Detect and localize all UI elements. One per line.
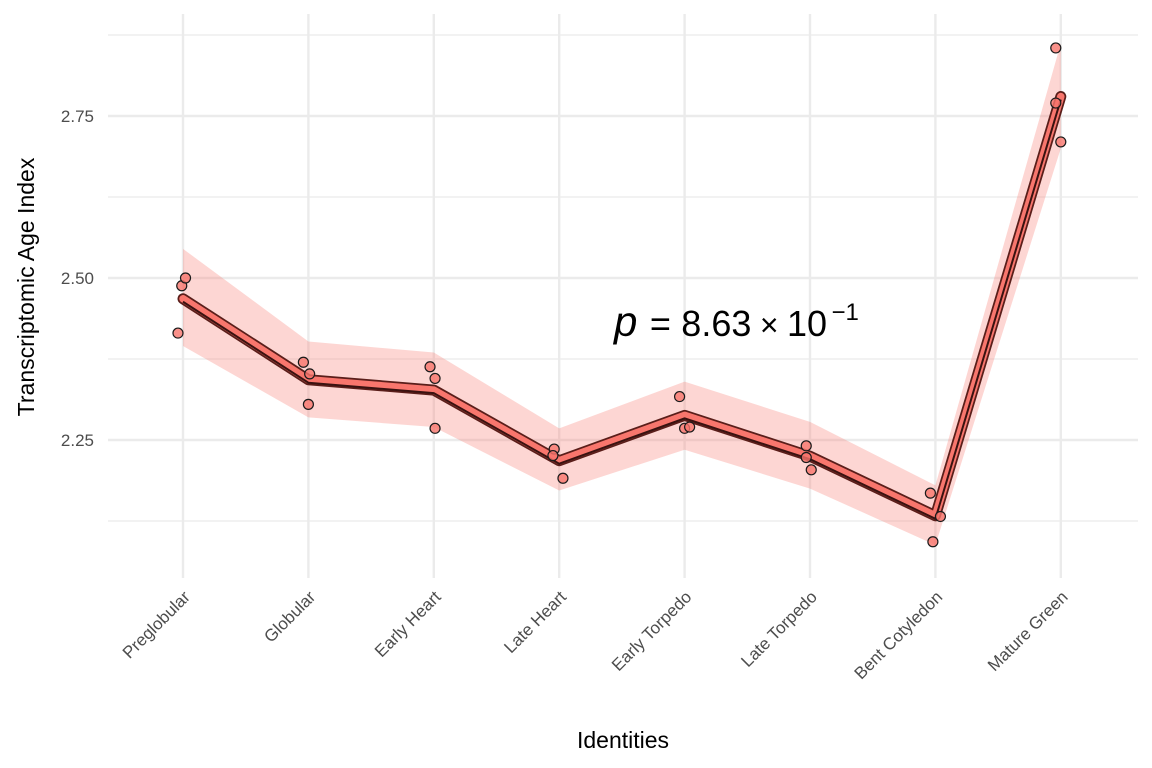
x-tick-label: Early Heart	[371, 587, 445, 661]
p-symbol: p	[612, 298, 637, 345]
data-point	[1055, 136, 1067, 148]
mean-line-band	[179, 92, 1065, 520]
x-tick-label: Mature Green	[984, 587, 1072, 675]
data-point	[424, 361, 436, 373]
p-exponent: −1	[831, 299, 858, 326]
y-tick-label: 2.75	[61, 107, 94, 126]
p-mantissa: 8.63	[681, 303, 751, 344]
data-point	[304, 368, 316, 380]
data-point	[927, 536, 939, 548]
times-sign: ×	[760, 307, 779, 343]
data-point	[302, 398, 314, 410]
confidence-ribbon	[183, 43, 1061, 545]
data-point	[179, 272, 192, 284]
data-point	[557, 472, 569, 484]
data-point	[800, 440, 812, 452]
x-tick-labels: Preglobular Globular Early Heart Late Heart…	[119, 587, 1072, 683]
data-point	[924, 487, 936, 499]
p-base: 10	[787, 303, 827, 344]
data-point	[1050, 97, 1062, 109]
mean-line	[182, 99, 1062, 520]
x-tick-label: Late Torpedo	[737, 587, 820, 670]
p-value-annotation: p = 8.63 × 10 −1	[612, 298, 859, 345]
data-point	[934, 510, 947, 523]
data-point	[805, 464, 817, 476]
y-tick-labels: 2.25 2.50 2.75	[61, 107, 94, 450]
data-point	[429, 422, 441, 434]
data-point	[684, 421, 696, 433]
x-tick-label: Preglobular	[119, 587, 194, 662]
data-point	[673, 390, 686, 403]
major-gridlines	[108, 14, 1138, 578]
y-tick-label: 2.25	[61, 431, 94, 450]
data-point	[800, 451, 812, 464]
x-tick-label: Early Torpedo	[608, 587, 695, 674]
equals-sign: =	[650, 303, 671, 344]
y-axis-title: Transcriptomic Age Index	[13, 157, 39, 416]
y-tick-label: 2.50	[61, 269, 94, 288]
x-tick-label: Bent Cotyledon	[851, 587, 947, 683]
data-point	[297, 356, 309, 368]
x-axis-title: Identities	[577, 727, 669, 753]
data-point	[1050, 42, 1062, 54]
data-points	[172, 42, 1067, 548]
data-point	[172, 327, 184, 339]
data-point	[547, 449, 559, 462]
x-tick-label: Globular	[260, 587, 319, 646]
x-tick-label: Late Heart	[500, 587, 570, 657]
data-point	[429, 372, 441, 385]
